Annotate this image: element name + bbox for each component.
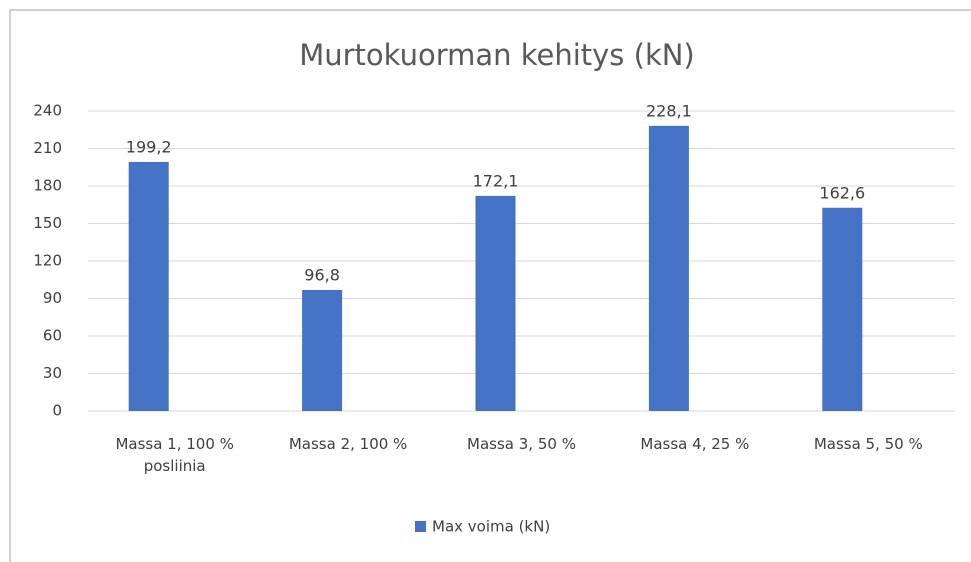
chart-title: Murtokuorman kehitys (kN) bbox=[299, 38, 695, 72]
x-tick-label: Massa 4, 25 % bbox=[640, 435, 750, 453]
x-tick-label: Massa 5, 50 % bbox=[813, 435, 923, 453]
x-tick-label: Massa 1, 100 % posliinia bbox=[115, 435, 234, 475]
y-tick-label: 120 bbox=[33, 252, 62, 270]
bar bbox=[128, 162, 169, 411]
x-tick-label: Massa 2, 100 % bbox=[288, 435, 408, 453]
legend-label: Max voima (kN) bbox=[432, 518, 550, 536]
bar bbox=[648, 125, 689, 411]
x-tick-label: Massa 3, 50 % bbox=[467, 435, 576, 453]
chart-border bbox=[9, 9, 971, 562]
data-label: 228,1 bbox=[646, 101, 692, 120]
y-tick-label: 210 bbox=[33, 139, 62, 157]
y-tick-label: 60 bbox=[43, 327, 62, 345]
y-tick-label: 180 bbox=[33, 177, 62, 195]
legend-swatch bbox=[415, 521, 426, 532]
y-tick-label: 30 bbox=[43, 364, 62, 382]
y-tick-label: 90 bbox=[43, 289, 62, 307]
bar bbox=[302, 290, 343, 411]
data-label: 96,8 bbox=[304, 266, 340, 285]
data-label: 172,1 bbox=[473, 171, 519, 190]
bar bbox=[822, 207, 863, 411]
y-tick-label: 150 bbox=[33, 214, 62, 232]
y-tick-label: 0 bbox=[52, 402, 62, 420]
bar bbox=[475, 195, 516, 411]
data-label: 162,6 bbox=[819, 183, 865, 202]
y-tick-label: 240 bbox=[33, 102, 62, 120]
data-label: 199,2 bbox=[126, 138, 172, 157]
